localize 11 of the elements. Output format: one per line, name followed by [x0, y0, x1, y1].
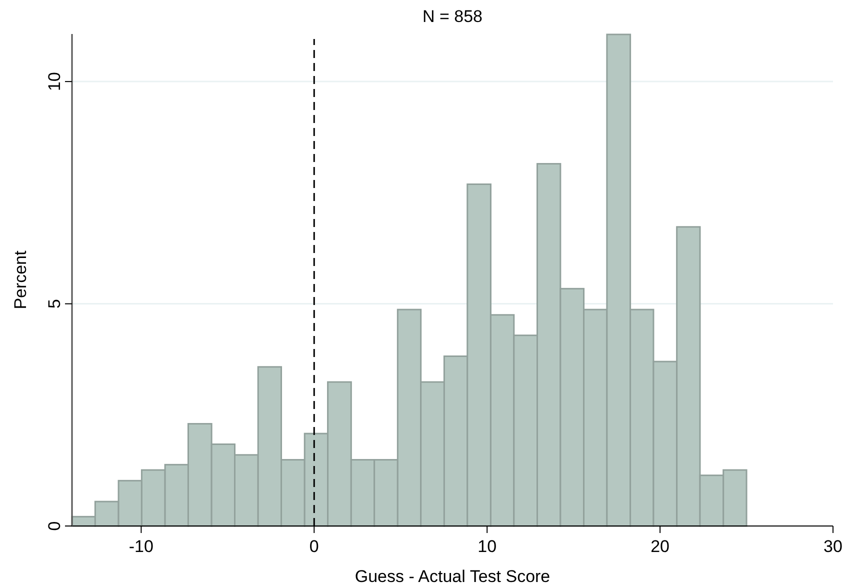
y-axis-title: Percent — [11, 250, 30, 310]
y-tick-label: 10 — [45, 72, 64, 92]
x-tick-label: 20 — [650, 537, 670, 556]
x-tick-label: 10 — [478, 537, 497, 556]
x-axis-title: Guess - Actual Test Score — [354, 567, 550, 586]
chart-title: N = 858 — [422, 7, 483, 26]
y-tick-label: 0 — [45, 521, 64, 531]
x-tick-label: 30 — [824, 537, 842, 556]
x-tick-label: -10 — [128, 537, 154, 556]
x-tick-label: 0 — [309, 537, 319, 556]
y-tick-label: 5 — [45, 299, 64, 309]
